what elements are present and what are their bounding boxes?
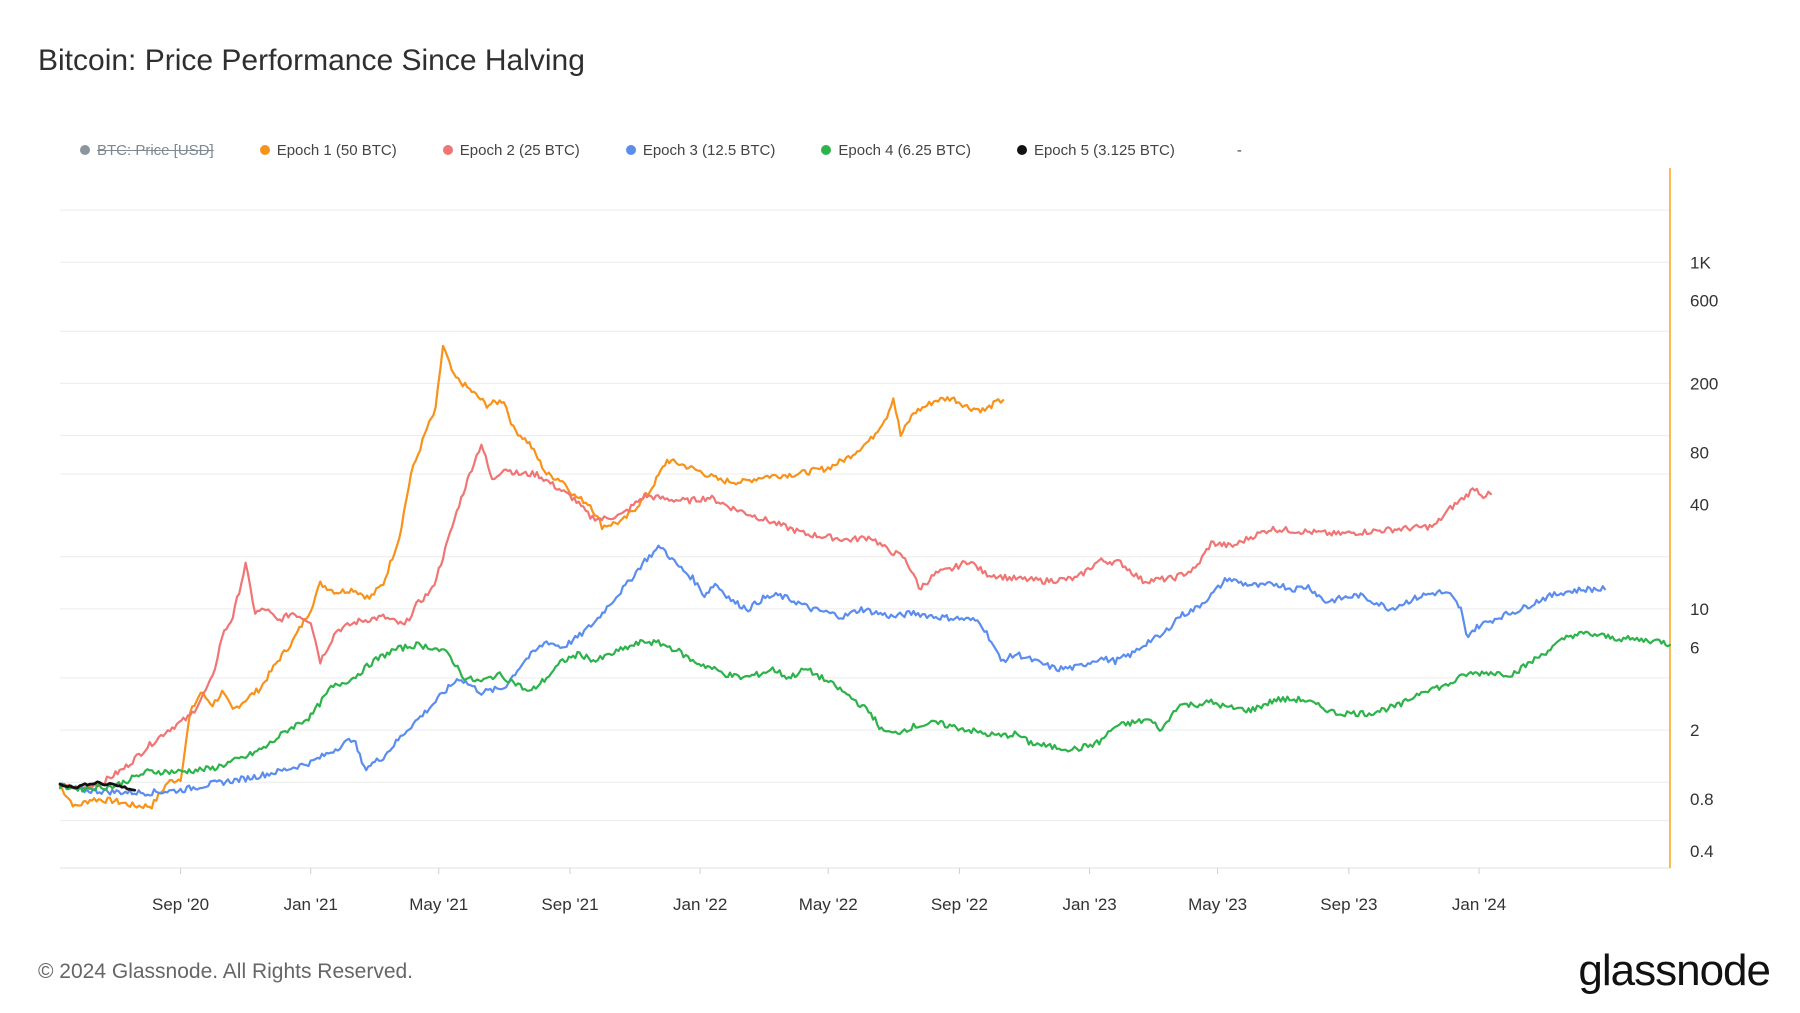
- y-tick-label: 80: [1690, 443, 1709, 462]
- x-tick-label: Sep '23: [1320, 895, 1377, 914]
- legend-label: Epoch 3 (12.5 BTC): [642, 141, 776, 159]
- x-tick-label: Sep '22: [931, 895, 988, 914]
- series-line-epoch-1: [58, 344, 1005, 810]
- legend-marker-icon: [259, 145, 270, 155]
- legend-marker-icon: [80, 145, 90, 155]
- chart-legend: BTC: Price [USD] Epoch 1 (50 BTC) Epoch 2 …: [80, 140, 1242, 160]
- series-line-epoch-2: [58, 443, 1492, 792]
- legend-label: Epoch 5 (3.125 BTC): [1033, 141, 1175, 159]
- chart-title: Bitcoin: Price Performance Since Halving: [38, 44, 585, 77]
- legend-label: BTC: Price [USD]: [97, 141, 214, 159]
- legend-label: Epoch 4 (6.25 BTC): [838, 141, 971, 159]
- x-tick-label: Jan '23: [1062, 895, 1116, 914]
- legend-item[interactable]: Epoch 2 (25 BTC): [442, 141, 580, 159]
- y-tick-label: 0.8: [1690, 790, 1714, 809]
- x-tick-label: May '21: [409, 895, 468, 914]
- y-tick-label: 10: [1690, 600, 1709, 619]
- y-tick-label: 2: [1690, 721, 1699, 740]
- legend-marker-icon: [442, 145, 453, 155]
- y-tick-label: 200: [1690, 374, 1718, 393]
- x-tick-label: May '23: [1188, 895, 1247, 914]
- legend-label: Epoch 2 (25 BTC): [459, 141, 580, 159]
- y-tick-label: 6: [1690, 638, 1699, 657]
- x-tick-label: Jan '22: [673, 895, 727, 914]
- legend-marker-icon: [1016, 145, 1027, 155]
- x-tick-label: Sep '21: [541, 895, 598, 914]
- series-line-epoch-3: [58, 544, 1606, 797]
- x-tick-label: Jan '21: [284, 895, 338, 914]
- legend-extra: -: [1236, 141, 1242, 159]
- legend-marker-icon: [625, 145, 636, 155]
- x-tick-label: May '22: [799, 895, 858, 914]
- glassnode-logo: glassnode: [1578, 946, 1771, 995]
- y-tick-label: 1K: [1690, 253, 1711, 272]
- legend-label: Epoch 1 (50 BTC): [276, 141, 397, 159]
- copyright-footer: © 2024 Glassnode. All Rights Reserved.: [38, 960, 414, 983]
- legend-item[interactable]: Epoch 5 (3.125 BTC): [1016, 141, 1175, 159]
- y-tick-label: 0.4: [1690, 842, 1714, 861]
- y-tick-label: 40: [1690, 496, 1709, 515]
- series-line-epoch-5: [58, 780, 137, 792]
- x-tick-label: Sep '20: [152, 895, 209, 914]
- series-line-epoch-4: [58, 630, 1672, 793]
- legend-item[interactable]: Epoch 3 (12.5 BTC): [625, 141, 776, 159]
- y-tick-label: 600: [1690, 292, 1718, 311]
- x-tick-label: Jan '24: [1452, 895, 1506, 914]
- legend-item[interactable]: Epoch 4 (6.25 BTC): [821, 142, 971, 159]
- legend-item[interactable]: BTC: Price [USD]: [80, 142, 214, 159]
- legend-marker-icon: [821, 145, 832, 155]
- legend-item[interactable]: Epoch 1 (50 BTC): [259, 141, 397, 159]
